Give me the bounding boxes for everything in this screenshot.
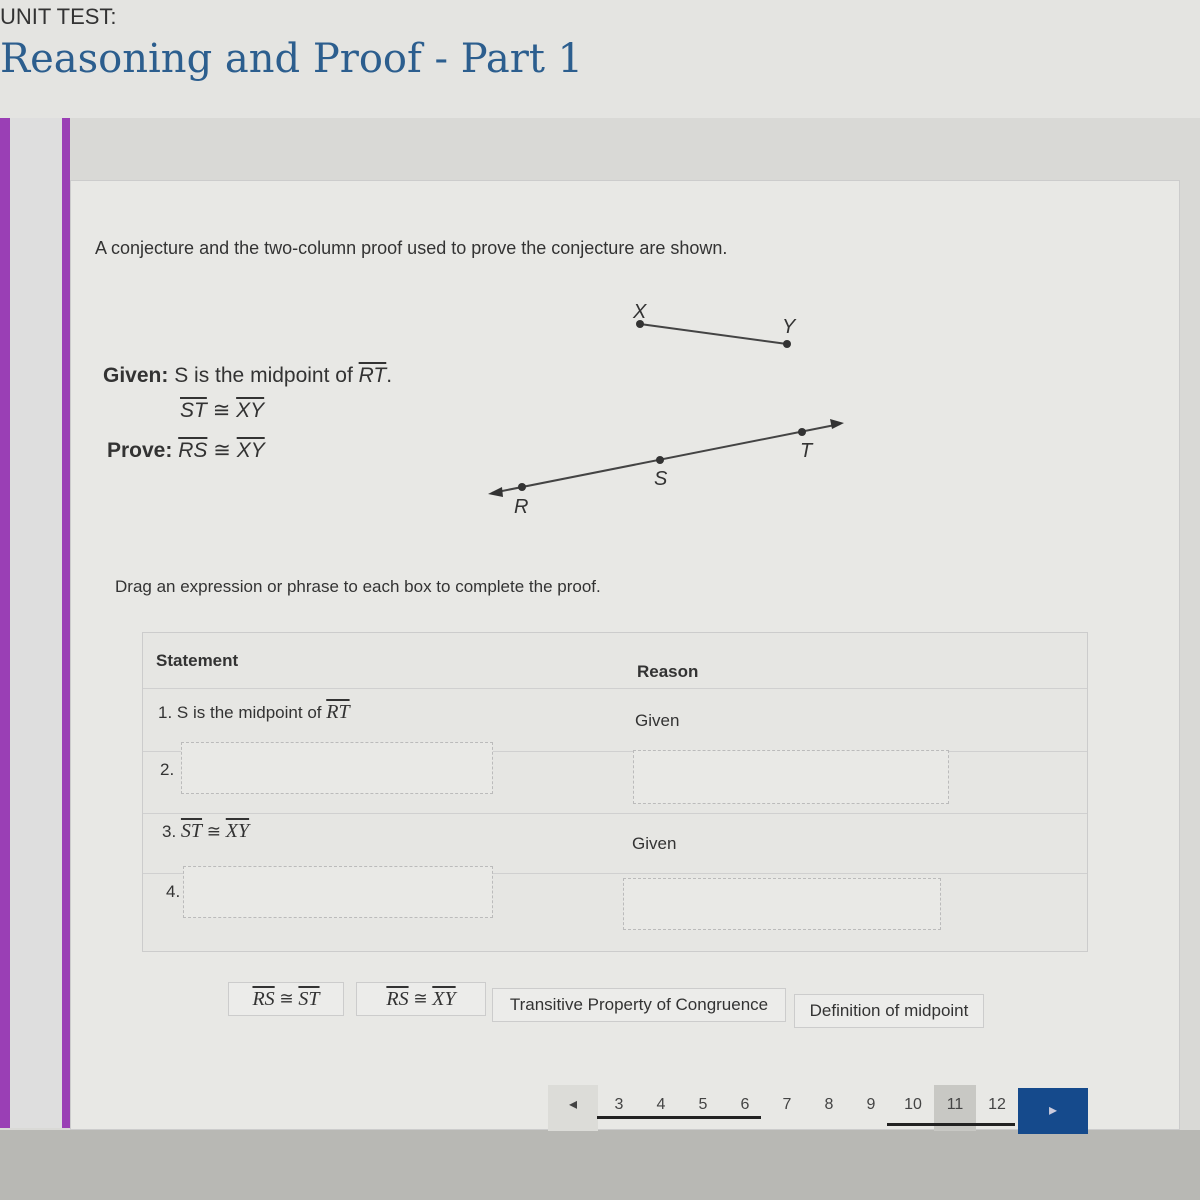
point-r bbox=[518, 483, 526, 491]
choice-rs-cong-xy[interactable]: RS ≅ XY bbox=[356, 982, 486, 1016]
prev-page-button[interactable]: ◂ bbox=[548, 1085, 598, 1131]
given-seg: RT bbox=[358, 364, 387, 387]
seg-rs: RS bbox=[178, 439, 208, 462]
header: UNIT TEST: Reasoning and Proof - Part 1 bbox=[0, 0, 1200, 118]
statement-drop-4[interactable] bbox=[183, 866, 493, 918]
table-row: 3. ST ≅ XY Given bbox=[143, 813, 1087, 853]
table-row: 1. S is the midpoint of RT Given bbox=[143, 688, 1087, 730]
reason-drop-2[interactable] bbox=[633, 750, 949, 804]
statement-num-2: 2. bbox=[160, 760, 175, 779]
page-3[interactable]: 3 bbox=[614, 1096, 624, 1113]
point-y bbox=[783, 340, 791, 348]
cong: ≅ bbox=[212, 399, 231, 422]
page-9[interactable]: 9 bbox=[866, 1096, 876, 1113]
statement-num-4: 4. bbox=[166, 882, 181, 901]
unit-label: UNIT TEST: bbox=[0, 4, 117, 29]
accent-bar bbox=[62, 118, 70, 1128]
side-bar bbox=[0, 118, 70, 1128]
point-t bbox=[798, 428, 806, 436]
label-t: T bbox=[800, 440, 814, 462]
table-row: 4. bbox=[143, 866, 1087, 930]
line-rt bbox=[491, 423, 841, 494]
label-s: S bbox=[654, 468, 668, 490]
seg-st: ST bbox=[180, 399, 207, 422]
segment-xy bbox=[639, 323, 788, 345]
page-5[interactable]: 5 bbox=[698, 1096, 708, 1113]
page-title: Reasoning and Proof - Part 1 bbox=[0, 36, 584, 82]
reason-drop-4[interactable] bbox=[623, 878, 941, 930]
statement-header: Statement bbox=[156, 651, 239, 670]
reason-header: Reason bbox=[637, 662, 699, 681]
statement-3: 3. ST ≅ XY bbox=[162, 820, 250, 842]
answered-indicator bbox=[597, 1116, 761, 1119]
label-x: X bbox=[632, 301, 647, 323]
seg-xy: XY bbox=[236, 399, 265, 422]
given-2: ST ≅ XY bbox=[180, 398, 264, 423]
page-6[interactable]: 6 bbox=[740, 1096, 750, 1113]
given-text: S is the midpoint of bbox=[174, 364, 359, 387]
reason-3: Given bbox=[632, 834, 677, 853]
seg-xy: XY bbox=[236, 439, 265, 462]
arrow-right bbox=[830, 419, 844, 429]
point-x bbox=[636, 320, 644, 328]
cong: ≅ bbox=[213, 439, 231, 462]
arrow-left bbox=[488, 487, 503, 497]
prove-label: Prove: bbox=[107, 439, 173, 462]
choice-rs-cong-st[interactable]: RS ≅ ST bbox=[228, 982, 344, 1016]
page-10[interactable]: 10 bbox=[904, 1096, 922, 1113]
proof-table: Statement Reason 1. S is the midpoint of… bbox=[142, 632, 1088, 952]
label-r: R bbox=[514, 496, 528, 518]
given-end: . bbox=[386, 364, 393, 387]
instruction: Drag an expression or phrase to each box… bbox=[115, 577, 601, 596]
given-label: Given: bbox=[103, 364, 169, 387]
question-intro: A conjecture and the two-column proof us… bbox=[95, 238, 728, 258]
page-7[interactable]: 7 bbox=[782, 1096, 792, 1113]
prove: Prove: RS ≅ XY bbox=[107, 438, 265, 463]
statement-drop-2[interactable] bbox=[181, 742, 493, 794]
answered-indicator bbox=[887, 1123, 1015, 1126]
choice-definition-of-midpoint[interactable]: Definition of midpoint bbox=[794, 994, 984, 1028]
label-y: Y bbox=[782, 316, 797, 338]
table-row: 2. bbox=[143, 742, 1087, 804]
next-page-button[interactable]: ▸ bbox=[1018, 1088, 1088, 1134]
page-8[interactable]: 8 bbox=[824, 1096, 834, 1113]
given: Given: S is the midpoint of RT. bbox=[103, 364, 392, 388]
choice-transitive-property[interactable]: Transitive Property of Congruence bbox=[492, 988, 786, 1022]
statement-1: 1. S is the midpoint of RT bbox=[158, 701, 350, 723]
reason-1: Given bbox=[635, 711, 680, 730]
point-s bbox=[656, 456, 664, 464]
bottom-bar bbox=[0, 1130, 1200, 1200]
page-4[interactable]: 4 bbox=[656, 1096, 666, 1113]
pagination: ◂ 3 4 5 6 7 8 9 10 11 12 bbox=[548, 1085, 1018, 1131]
page-12[interactable]: 12 bbox=[988, 1096, 1006, 1113]
